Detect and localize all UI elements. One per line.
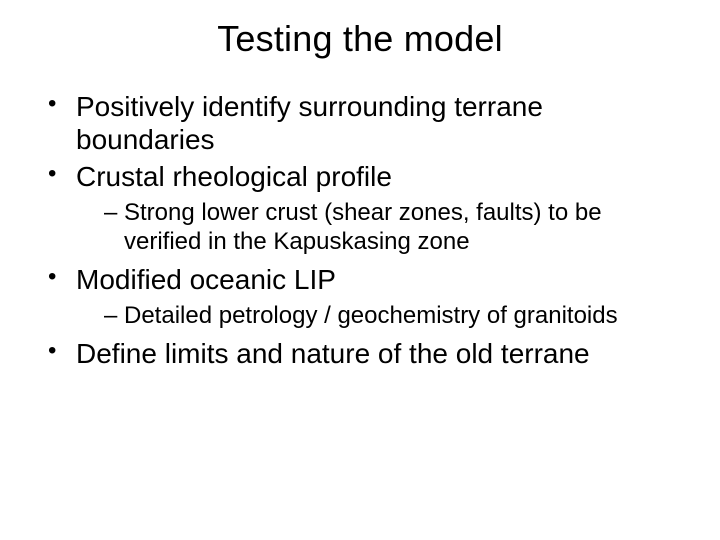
sub-bullet-item: Detailed petrology / geochemistry of gra… [104,302,680,331]
bullet-text: Crustal rheological profile [76,161,392,192]
sub-bullet-list: Strong lower crust (shear zones, faults)… [76,199,680,257]
bullet-item: Crustal rheological profile Strong lower… [48,160,680,257]
sub-bullet-item: Strong lower crust (shear zones, faults)… [104,199,680,257]
bullet-item: Define limits and nature of the old terr… [48,337,680,370]
sub-bullet-list: Detailed petrology / geochemistry of gra… [76,302,680,331]
bullet-text: Modified oceanic LIP [76,264,336,295]
bullet-text: Define limits and nature of the old terr… [76,338,590,369]
sub-bullet-text: Detailed petrology / geochemistry of gra… [124,302,618,329]
slide: Testing the model Positively identify su… [0,0,720,540]
bullet-item: Modified oceanic LIP Detailed petrology … [48,263,680,331]
bullet-list: Positively identify surrounding terrane … [40,90,680,370]
bullet-text: Positively identify surrounding terrane … [76,91,543,155]
bullet-item: Positively identify surrounding terrane … [48,90,680,156]
sub-bullet-text: Strong lower crust (shear zones, faults)… [124,199,602,255]
slide-title: Testing the model [40,18,680,60]
